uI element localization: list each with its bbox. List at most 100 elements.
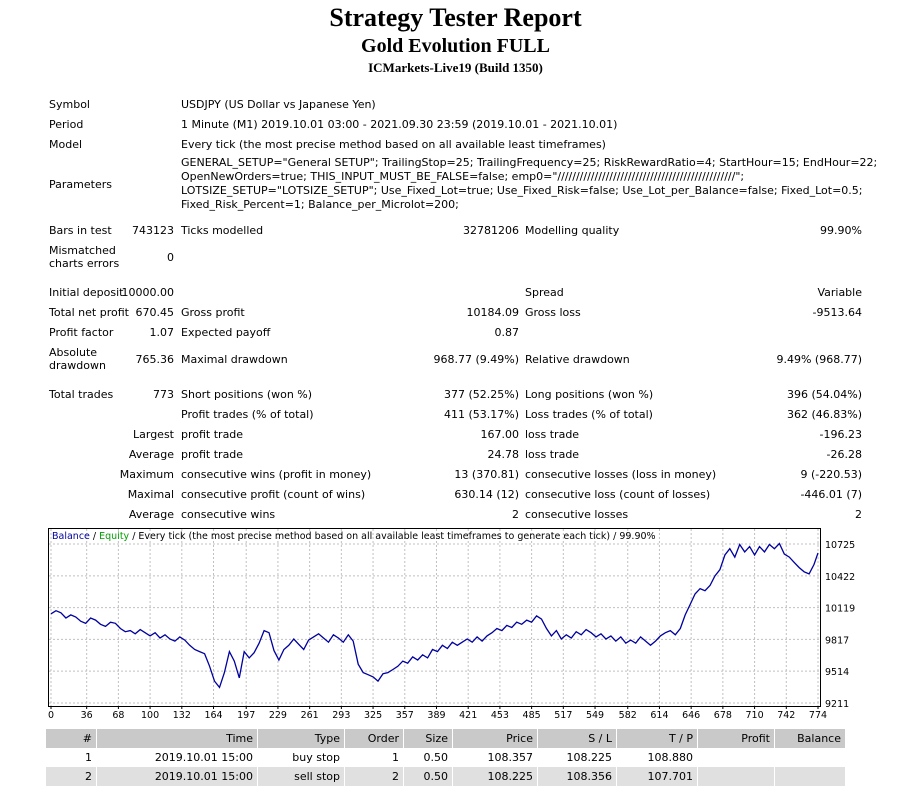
avg-consec-wins-value: 2	[512, 508, 519, 521]
report-title: Strategy Tester Report	[329, 3, 582, 32]
order-cell: 1	[46, 748, 97, 767]
model-value: Every tick (the most precise method base…	[181, 138, 606, 151]
chart-frame	[48, 528, 821, 707]
balance-chart: 10725 10422 10119 9817 9514 9211 0 36 68 100 132 1…	[48, 528, 855, 721]
col-header: Price	[452, 729, 538, 748]
x-axis: 0 36 68 100 132 164 197 229 261 293 325 357 389 421 45…	[48, 706, 827, 721]
spread-value: Variable	[817, 286, 862, 299]
short-value: 377 (52.25%)	[443, 388, 519, 401]
netprofit-label: Total net profit	[49, 306, 129, 319]
order-cell: 0.50	[403, 748, 453, 767]
order-cell: 107.701	[616, 767, 698, 786]
col-header: Profit	[697, 729, 775, 748]
trades-value: 773	[153, 388, 174, 401]
order-cell: 108.357	[452, 748, 538, 767]
deposit-value: 10000.00	[121, 286, 175, 299]
order-row: 1 2019.10.01 15:00 buy stop 1 0.50 108.357 108…	[46, 748, 846, 767]
average-profit-label: profit trade	[181, 448, 244, 461]
parameters-label: Parameters	[49, 178, 112, 191]
order-cell	[697, 748, 775, 767]
largest-label: Largest	[133, 428, 174, 441]
ltrades-value: 362 (46.83%)	[786, 408, 862, 421]
profitfactor-value: 1.07	[149, 326, 175, 339]
ltrades-label: Loss trades (% of total)	[525, 408, 653, 421]
max-consec-losses-label: consecutive losses (loss in money)	[525, 468, 717, 481]
long-label: Long positions (won %)	[525, 388, 654, 401]
x-tick-label: 678	[714, 710, 732, 721]
chart-legend: Balance / Equity / Every tick (the most …	[52, 531, 656, 542]
order-cell: 1	[344, 748, 404, 767]
x-tick-label: 132	[173, 710, 191, 721]
order-cell: 2019.10.01 15:00	[96, 748, 258, 767]
period-label: Period	[49, 118, 84, 131]
bars-label: Bars in test	[49, 224, 112, 237]
col-header: Size	[403, 729, 453, 748]
y-tick-label: 9514	[825, 667, 849, 678]
reldd-label: Relative drawdown	[525, 353, 630, 366]
y-tick-label: 10422	[825, 572, 855, 583]
col-header: #	[46, 729, 97, 748]
x-tick-label: 68	[112, 710, 124, 721]
maximum-label: Maximum	[119, 468, 174, 481]
trades-label: Total trades	[49, 388, 114, 401]
avg-consec-wins-label: consecutive wins	[181, 508, 276, 521]
deposit-label: Initial deposit	[49, 286, 124, 299]
quality-label: Modelling quality	[525, 224, 620, 237]
grossprofit-value: 10184.09	[466, 306, 520, 319]
order-cell: 108.225	[537, 748, 617, 767]
netprofit-value: 670.45	[135, 306, 175, 319]
x-tick-label: 261	[301, 710, 319, 721]
order-cell: 2	[46, 767, 97, 786]
legend-rest: / Every tick (the most precise method ba…	[129, 531, 655, 542]
ticks-label: Ticks modelled	[181, 224, 264, 237]
chart-series	[50, 542, 819, 689]
x-tick-label: 197	[237, 710, 255, 721]
order-cell	[697, 767, 775, 786]
x-tick-label: 742	[777, 710, 795, 721]
maxdd-label: Maximal drawdown	[181, 353, 288, 366]
legend-equity: Equity	[99, 531, 129, 542]
max-consec-wins-value: 13 (370.81)	[454, 468, 519, 481]
absdd-value: 765.36	[135, 353, 175, 366]
largest-profit-value: 167.00	[480, 428, 520, 441]
parameters-value: GENERAL_SETUP="General SETUP"; TrailingS…	[181, 156, 878, 211]
average-profit-value: 24.78	[487, 448, 520, 461]
avg-consec-losses-label: consecutive losses	[525, 508, 629, 521]
y-tick-label: 9817	[825, 635, 849, 646]
max-consec-profit-value: 630.14 (12)	[454, 488, 519, 501]
absdd-label-1: Absolute	[49, 346, 98, 359]
order-cell: 108.356	[537, 767, 617, 786]
order-cell: sell stop	[257, 767, 345, 786]
order-cell: 0.50	[403, 767, 453, 786]
x-tick-label: 485	[523, 710, 541, 721]
x-tick-label: 421	[459, 710, 477, 721]
max-consec-wins-label: consecutive wins (profit in money)	[181, 468, 372, 481]
x-tick-label: 614	[650, 710, 668, 721]
legend-sep: /	[90, 531, 99, 542]
x-tick-label: 582	[619, 710, 637, 721]
average-loss-value: -26.28	[826, 448, 862, 461]
average-label: Average	[128, 448, 174, 461]
average-consec-label: Average	[128, 508, 174, 521]
x-tick-label: 36	[81, 710, 93, 721]
mismatch-label-1: Mismatched	[49, 244, 116, 257]
x-tick-label: 389	[427, 710, 445, 721]
spread-label: Spread	[525, 286, 564, 299]
largest-loss-label: loss trade	[525, 428, 580, 441]
reldd-value: 9.49% (968.77)	[776, 353, 862, 366]
max-consec-losses-value: 9 (-220.53)	[800, 468, 862, 481]
grossprofit-label: Gross profit	[181, 306, 245, 319]
x-tick-label: 164	[204, 710, 222, 721]
bars-value: 743123	[132, 224, 174, 237]
x-tick-label: 229	[269, 710, 287, 721]
ticks-value: 32781206	[463, 224, 519, 237]
average-loss-label: loss trade	[525, 448, 580, 461]
y-tick-label: 9211	[825, 699, 849, 710]
short-label: Short positions (won %)	[181, 388, 313, 401]
y-tick-label: 10725	[825, 540, 855, 551]
max-consec-loss-value: -446.01 (7)	[800, 488, 862, 501]
order-cell: 108.225	[452, 767, 538, 786]
server-build: ICMarkets-Live19 (Build 1350)	[368, 60, 543, 75]
